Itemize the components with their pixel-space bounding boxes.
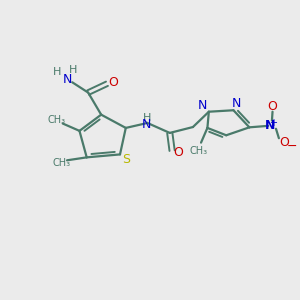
Text: H: H	[143, 113, 152, 124]
Text: O: O	[108, 76, 118, 89]
Text: H: H	[53, 67, 61, 77]
Text: S: S	[122, 153, 130, 166]
Text: H: H	[69, 65, 77, 76]
Text: O: O	[173, 146, 183, 159]
Text: O: O	[268, 100, 278, 113]
Text: CH₃: CH₃	[190, 146, 208, 156]
Text: O: O	[279, 136, 289, 149]
Text: CH₃: CH₃	[52, 158, 70, 168]
Text: CH₃: CH₃	[48, 115, 66, 125]
Text: N: N	[198, 99, 207, 112]
Text: N: N	[232, 97, 241, 110]
Text: +: +	[269, 118, 277, 128]
Text: N: N	[62, 74, 72, 86]
Text: N: N	[264, 119, 275, 132]
Text: −: −	[287, 140, 297, 153]
Text: N: N	[142, 118, 151, 131]
